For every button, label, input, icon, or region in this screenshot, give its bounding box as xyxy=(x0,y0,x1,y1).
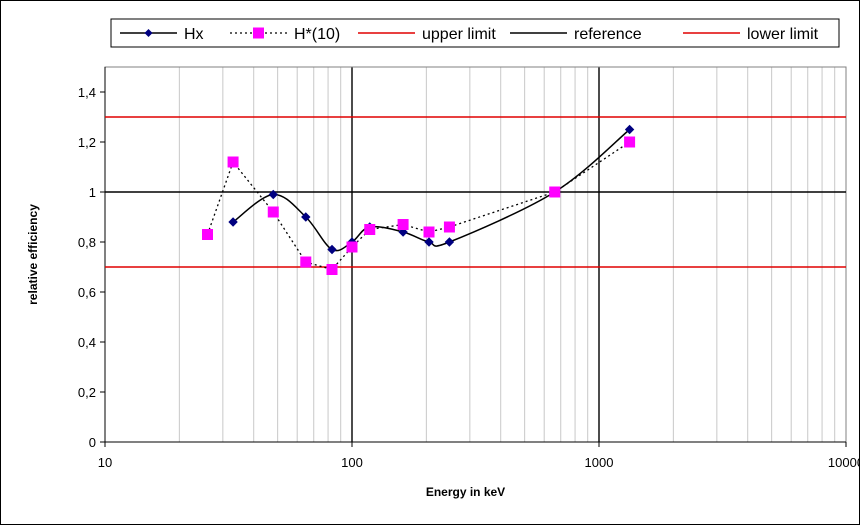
series-h10-line xyxy=(206,141,630,271)
h10-point xyxy=(423,226,435,238)
y-axis-title: relative efficiency xyxy=(26,204,40,305)
y-tick-label: 1,4 xyxy=(78,85,96,100)
hx-point xyxy=(228,217,238,227)
y-tick-label: 0,6 xyxy=(78,285,96,300)
hx-point xyxy=(624,124,635,135)
legend: Hx H*(10) upper limit reference lower limit xyxy=(110,18,840,48)
h10-point xyxy=(346,241,358,253)
x-tick-label: 100 xyxy=(341,455,363,470)
h10-point xyxy=(443,221,455,233)
h10-point xyxy=(300,256,312,268)
h10-point xyxy=(326,264,338,275)
plot-border xyxy=(104,66,847,443)
y-tick-label: 0,8 xyxy=(78,235,96,250)
legend-h10-marker xyxy=(253,27,264,39)
x-tick-label: 10000 xyxy=(828,455,860,470)
x-tick-label: 1000 xyxy=(585,455,614,470)
legend-upper-limit-label: upper limit xyxy=(422,26,496,43)
legend-h-10--label: H*(10) xyxy=(294,26,340,43)
y-tick-label: 0,2 xyxy=(78,385,96,400)
h10-point xyxy=(364,224,376,235)
h10-point xyxy=(549,186,561,198)
y-tick-label: 0 xyxy=(89,435,96,450)
legend-lower-limit-label: lower limit xyxy=(747,26,819,43)
hx-point xyxy=(424,237,434,247)
hx-point xyxy=(268,189,278,200)
plot-area: 0 0,2 0,4 0,6 0,8 1 1,2 1,4 10 100 1000 10000 xyxy=(78,66,860,470)
y-tick-label: 1,2 xyxy=(78,135,96,150)
h10-point xyxy=(227,156,239,168)
h10-point xyxy=(267,206,279,218)
hx-point xyxy=(301,212,311,222)
h10-point xyxy=(624,136,636,148)
y-tick-label: 0,4 xyxy=(78,335,96,350)
legend-reference-label: reference xyxy=(574,26,642,43)
h10-point xyxy=(397,219,409,230)
h10-point xyxy=(201,229,213,240)
legend-hx-marker xyxy=(144,29,153,37)
x-tick-label: 10 xyxy=(98,455,112,470)
hx-point xyxy=(444,237,455,247)
hx-point xyxy=(327,244,337,255)
x-axis-title: Energy in keV xyxy=(426,485,505,499)
y-tick-label: 1 xyxy=(89,185,96,200)
legend-hx-label: Hx xyxy=(184,26,204,43)
